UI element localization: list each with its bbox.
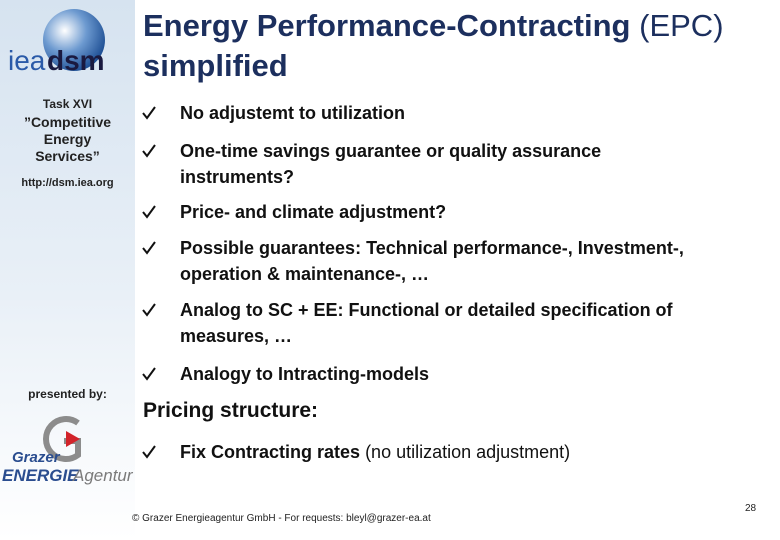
bullet-line: Analog to SC + EE: Functional or detaile… [180,300,673,320]
presented-by: presented by: [28,387,107,401]
bullet-line: Price- and climate adjustment? [180,202,447,222]
logo-dsm: dsm [47,45,105,76]
bullet: No adjustemt to utilization [180,100,405,126]
section-heading: Pricing structure: [143,399,319,422]
bullet-line: measures, … [180,326,293,346]
checkmark [142,367,156,381]
bullet: Possible guarantees: Technical performan… [180,235,684,287]
checkmark [142,144,156,158]
task: Task XVI [42,97,93,111]
bullet-line: Analogy to Intracting-models [180,364,430,384]
bullet: One-time savings guarantee or quality as… [180,138,601,190]
page-number: 28 [745,503,757,514]
checkmark [142,445,156,459]
bullet: Analogy to Intracting-models [180,361,429,387]
bullet-line: operation & maintenance-, … [180,264,430,284]
logo-agentur: Agentur [72,466,134,485]
grazer-logo: Grazer ENERGIE Agentur [2,416,134,485]
checkmark [142,241,156,255]
checkmark [142,205,156,219]
bullet-line: One-time savings guarantee or quality as… [180,141,602,161]
section-bullet-bold: Fix Contracting rates [180,442,361,462]
subtitle: ”Competitive Energy Services” [0,114,135,165]
bullet: Price- and climate adjustment? [180,199,446,225]
logo-g [43,416,81,462]
logo-iea: iea [8,45,46,76]
section-bullet-normal: (no utilization adjustment) [365,442,571,462]
subtitle-line: Energy [43,131,92,147]
bullet-line: No adjustemt to utilization [180,103,405,123]
bullet: Analog to SC + EE: Functional or detaile… [180,297,673,349]
checkmark [142,303,156,317]
subtitle-line: ”Competitive [23,114,112,130]
title-line2: simplified [143,48,288,83]
title-bold: Energy Performance-Contracting [143,8,631,43]
title: Energy Performance-Contracting (EPC) sim… [143,6,773,86]
logo-globe [43,9,105,71]
checkmark [142,106,156,120]
url: http://dsm.iea.org [21,177,114,189]
section-bullet: Fix Contracting rates (no utilization ad… [180,439,570,465]
logo-grazer: Grazer [12,449,61,466]
bullet-line: Possible guarantees: Technical performan… [180,238,684,258]
bullet-line: instruments? [180,167,295,187]
sidebar: iea dsm Task XVI ”Competitive Energy Servi… [0,0,135,540]
iea-dsm-logo: iea dsm [8,9,105,76]
logo-energie: ENERGIE [2,466,79,485]
title-normal: (EPC) [639,8,724,43]
footer: © Grazer Energieagentur GmbH - For reque… [132,513,431,524]
subtitle-line: Services” [35,148,100,164]
logo-arrow [66,431,80,447]
